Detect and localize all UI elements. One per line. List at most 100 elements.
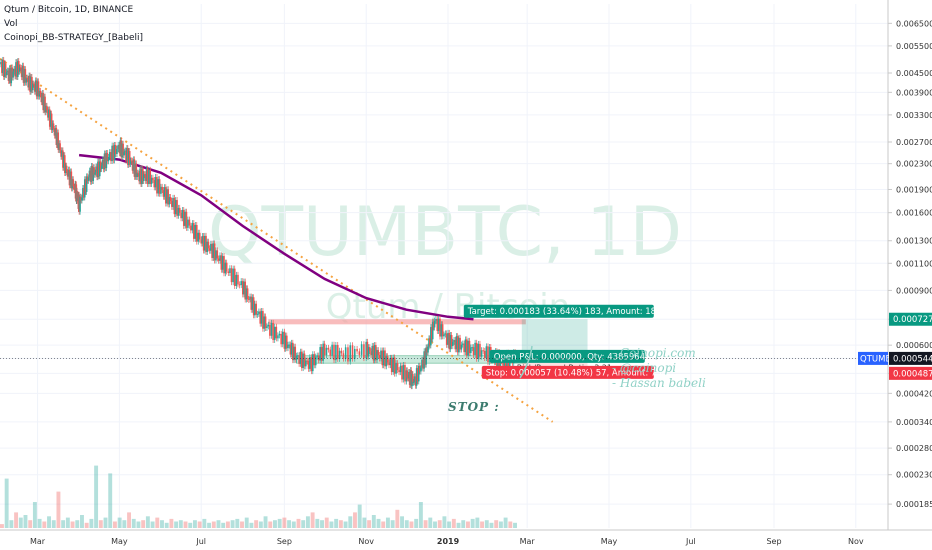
candle-body — [319, 347, 321, 361]
candle-body — [3, 63, 6, 77]
candle-body — [363, 344, 365, 359]
volume-indicator-label[interactable]: Vol — [4, 19, 18, 29]
handwriting-line: - Coinopi.com — [612, 346, 696, 360]
volume-bar — [291, 521, 296, 528]
candle-body — [208, 248, 211, 251]
price-axis[interactable]: 0.006500 0.005500 0.004500 0.003900 0.003300… — [888, 19, 932, 509]
long-position-tool[interactable]: Target: 0.000183 (33.64%) 183, Amount: 1… — [463, 304, 681, 379]
candle-body — [415, 368, 418, 386]
candle-body — [373, 345, 376, 361]
ma-line — [78, 153, 474, 321]
candle-body — [59, 143, 61, 151]
candle-body — [81, 197, 83, 201]
candle-body — [18, 67, 21, 72]
candle-body — [121, 143, 124, 158]
candle-body — [428, 338, 430, 347]
candle-body — [419, 365, 421, 372]
volume-bar — [61, 520, 66, 528]
candle-body — [139, 168, 141, 182]
volume-bar — [18, 517, 23, 528]
trendline[interactable] — [0, 57, 554, 423]
symbol-title[interactable]: Qtum / Bitcoin, 1D, BINANCE — [4, 5, 134, 15]
candle-body — [195, 224, 198, 242]
candle-body — [445, 333, 448, 345]
candle-body — [464, 339, 467, 353]
time-tick-label: Jul — [195, 537, 206, 546]
candle-body — [224, 262, 227, 274]
volume-bar — [498, 521, 503, 528]
candle-body — [9, 68, 12, 84]
candle-body — [440, 324, 443, 337]
candle-body — [468, 340, 471, 354]
volume-bar — [456, 522, 461, 528]
volume-bar — [4, 478, 9, 528]
candle-body — [152, 177, 154, 181]
price-tick-label: 0.001300 — [896, 237, 932, 246]
candle-body — [197, 232, 200, 242]
volume-bar — [371, 515, 376, 528]
candle-body — [80, 196, 82, 201]
volume-bar — [51, 520, 56, 528]
volume-bar — [428, 517, 433, 528]
price-tick-label: 0.001900 — [896, 185, 932, 194]
candle-body — [76, 190, 78, 199]
volume-bar — [320, 520, 324, 528]
candle-body — [82, 188, 84, 198]
candle-body — [88, 170, 91, 178]
candle-body — [381, 350, 384, 366]
volume-bar — [310, 512, 315, 528]
candle-body — [453, 340, 455, 342]
candle-body — [120, 140, 123, 158]
candle-body — [130, 160, 133, 162]
volume-bar — [70, 521, 75, 528]
candle-body — [259, 311, 262, 324]
volume-bar — [207, 522, 212, 528]
candle-body — [42, 92, 44, 111]
candle-body — [169, 196, 172, 201]
candle-body — [33, 84, 36, 92]
candle-body — [160, 186, 162, 194]
volume-bar — [23, 515, 28, 528]
candle-body — [37, 81, 40, 97]
volume-bar — [75, 520, 80, 528]
volume-bar — [197, 521, 202, 528]
candle-body — [406, 370, 409, 378]
candle-body — [390, 357, 393, 373]
volume-bar — [513, 522, 517, 528]
candle-body — [401, 365, 403, 380]
candle-body — [205, 235, 207, 252]
volume-bar — [249, 522, 254, 528]
candle-body — [185, 211, 188, 228]
candle-body — [307, 361, 310, 369]
candle-body — [43, 96, 45, 111]
volume-bar — [47, 516, 51, 528]
candle-body — [246, 288, 249, 300]
candle-body — [123, 151, 125, 156]
candle-body — [281, 331, 284, 345]
candle-body — [69, 171, 72, 186]
candle-body — [454, 340, 457, 350]
candle-body — [293, 346, 295, 361]
candle-body — [46, 105, 48, 111]
candle-body — [210, 243, 212, 251]
volume-bar — [494, 520, 499, 528]
candle-body — [360, 344, 363, 355]
volume-bar — [305, 516, 310, 528]
candle-body — [63, 155, 66, 173]
candle-body — [460, 344, 463, 350]
candle-body — [322, 343, 324, 361]
volume-bar — [28, 520, 33, 528]
candle-body — [97, 161, 99, 178]
candle-body — [369, 347, 371, 352]
candle-body — [429, 338, 431, 346]
candle-body — [36, 81, 39, 97]
candle-body — [2, 59, 5, 77]
candle-body — [98, 161, 100, 177]
time-axis[interactable]: Mar May Jul Sep Nov 2019 Mar May Jul Sep Nov — [30, 537, 864, 546]
candle-body — [187, 219, 189, 228]
strategy-indicator-label[interactable]: Coinopi_BB-STRATEGY_[Babeli] — [4, 33, 144, 43]
candle-body — [107, 157, 110, 162]
candle-body — [212, 243, 215, 258]
candle-body — [270, 322, 273, 336]
